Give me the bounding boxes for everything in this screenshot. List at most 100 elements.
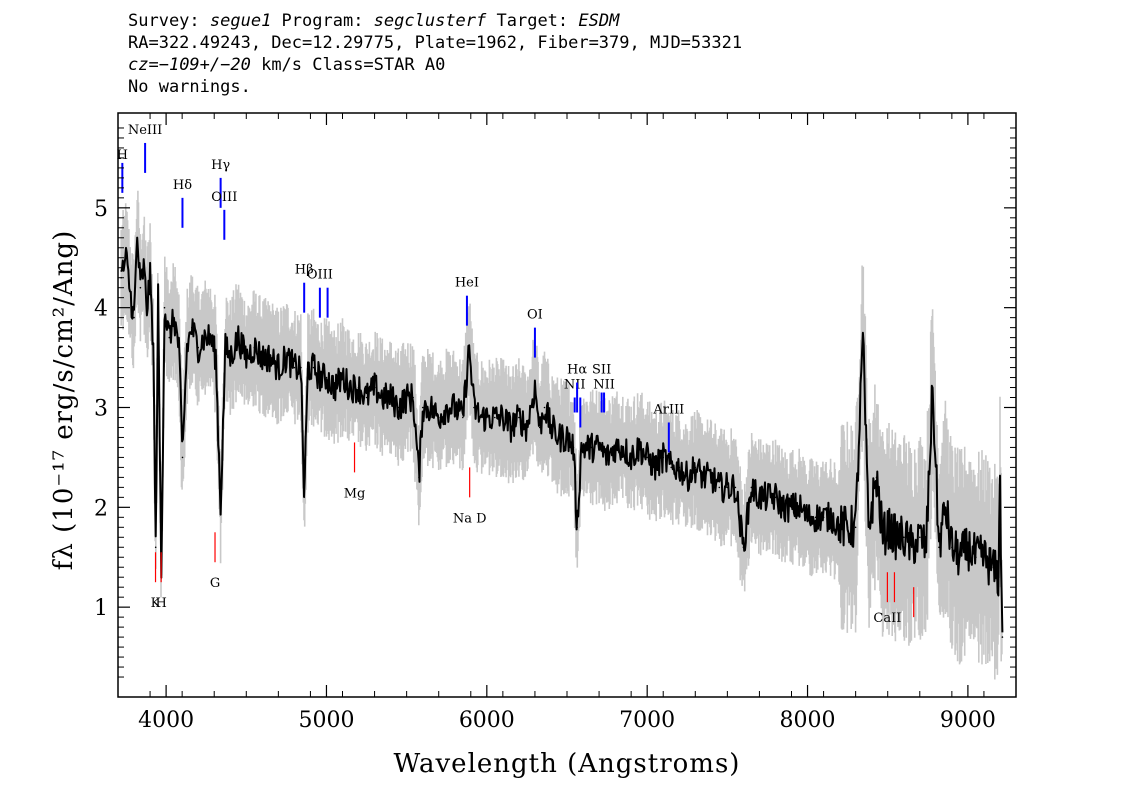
flux-point-87 <box>670 466 672 469</box>
spectral-line-label-4: OIII <box>211 190 237 205</box>
flux-point-106 <box>822 516 825 519</box>
spectral-line-label-10: NII <box>564 378 586 393</box>
flux-point-7 <box>146 306 148 309</box>
flux-point-45 <box>365 396 368 399</box>
flux-point-81 <box>622 446 624 449</box>
flux-point-74 <box>572 446 575 449</box>
flux-point-19 <box>191 326 193 329</box>
flux-point-99 <box>766 496 769 499</box>
flux-point-123 <box>944 506 947 509</box>
flux-point-76 <box>580 446 583 449</box>
header-line-coordinates: RA=322.49243, Dec=12.29775, Plate=1962, … <box>128 33 743 53</box>
flux-point-40 <box>325 376 328 379</box>
flux-point-34 <box>293 366 296 369</box>
flux-point-97 <box>750 486 753 489</box>
spectral-line-label-21: CaII <box>873 611 901 626</box>
flux-point-32 <box>277 366 280 369</box>
flux-point-55 <box>437 416 440 419</box>
program-name: segclusterf <box>373 11 487 31</box>
flux-point-108 <box>838 526 841 529</box>
flux-layer <box>120 236 1004 638</box>
flux-point-92 <box>710 476 713 479</box>
spectral-line-label-16: Mg <box>344 486 366 501</box>
y-tick-label-0: 1 <box>94 596 108 621</box>
survey-name: segue1 <box>209 11 272 31</box>
spectral-line-label-13: SII <box>592 363 611 378</box>
flux-point-65 <box>510 426 512 429</box>
flux-point-11 <box>157 296 159 299</box>
flux-point-105 <box>814 516 817 519</box>
flux-point-42 <box>341 376 344 379</box>
flux-point-102 <box>790 506 793 509</box>
header-line-survey: Survey: segue1 Program: segclusterf Targ… <box>128 11 620 31</box>
flux-point-79 <box>606 456 608 459</box>
flux-point-95 <box>734 486 737 489</box>
flux-point-122 <box>938 546 940 549</box>
flux-point-94 <box>726 486 729 489</box>
spectrum-header: Survey: segue1 Program: segclusterf Targ… <box>128 10 742 98</box>
flux-point-107 <box>830 516 833 519</box>
flux-point-27 <box>237 336 240 339</box>
spectral-line-label-11: Hα <box>567 363 587 378</box>
x-tick-label-2: 6000 <box>459 708 515 733</box>
spectral-line-label-15: ArIII <box>652 402 684 417</box>
flux-point-119 <box>919 536 921 539</box>
flux-point-14 <box>168 336 171 339</box>
flux-point-18 <box>186 346 188 349</box>
flux-point-64 <box>502 416 504 419</box>
flux-point-118 <box>911 546 913 549</box>
flux-point-101 <box>782 506 785 509</box>
y-tick-label-2: 3 <box>94 396 108 421</box>
flux-point-75 <box>576 526 578 529</box>
flux-point-126 <box>967 546 969 549</box>
flux-point-116 <box>894 536 897 539</box>
flux-point-88 <box>678 466 681 469</box>
flux-point-66 <box>518 416 520 419</box>
flux-point-13 <box>163 306 166 309</box>
flux-point-77 <box>590 446 592 449</box>
flux-point-59 <box>468 346 471 349</box>
flux-point-20 <box>197 346 199 349</box>
flux-point-112 <box>867 526 870 529</box>
flux-point-8 <box>149 276 151 279</box>
flux-point-23 <box>215 356 217 359</box>
flux-point-93 <box>718 486 721 489</box>
flux-point-91 <box>702 476 705 479</box>
ticks-layer: 4000 5000 6000 7000 8000 9000 1 2 3 4 5 <box>94 113 1017 733</box>
flux-point-86 <box>662 456 664 459</box>
flux-point-131 <box>999 486 1001 489</box>
flux-point-70 <box>543 406 546 409</box>
flux-point-96 <box>742 546 745 549</box>
flux-point-43 <box>349 386 352 389</box>
spectral-line-label-18: K <box>151 596 161 611</box>
flux-point-73 <box>566 436 568 439</box>
flux-point-30 <box>261 356 264 359</box>
flux-point-49 <box>397 406 400 409</box>
flux-point-24 <box>219 506 222 509</box>
flux-point-113 <box>875 476 878 479</box>
flux-point-109 <box>846 526 849 529</box>
flux-point-31 <box>269 356 272 359</box>
flux-point-62 <box>486 416 488 419</box>
flux-point-4 <box>136 237 138 239</box>
flux-point-83 <box>638 446 640 449</box>
flux-point-47 <box>381 396 384 399</box>
flux-point-17 <box>181 456 184 459</box>
flux-point-60 <box>473 406 475 409</box>
flux-point-33 <box>285 356 288 359</box>
flux-point-68 <box>534 386 536 389</box>
flux-point-38 <box>312 366 315 369</box>
flux-point-124 <box>951 546 953 549</box>
flux-point-103 <box>798 506 801 509</box>
x-tick-label-3: 7000 <box>619 708 675 733</box>
flux-point-48 <box>389 396 392 399</box>
flux-series-line <box>120 236 1004 633</box>
header-line-warnings: No warnings. <box>128 77 251 97</box>
flux-point-41 <box>333 386 336 389</box>
flux-point-125 <box>959 556 961 558</box>
flux-point-117 <box>903 536 905 539</box>
flux-point-90 <box>694 466 697 469</box>
flux-point-29 <box>253 346 256 349</box>
flux-point-114 <box>882 536 884 539</box>
